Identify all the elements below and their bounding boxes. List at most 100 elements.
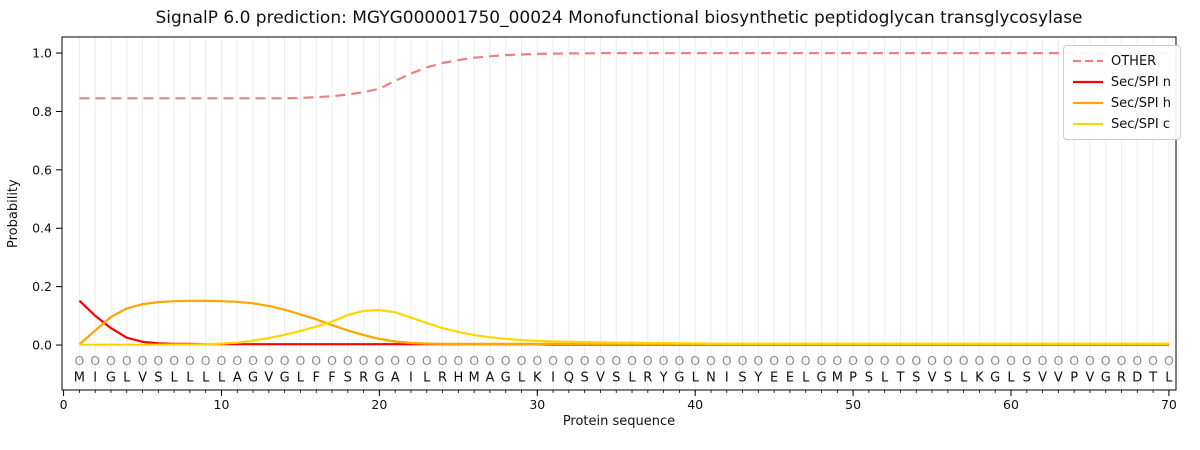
sequence-letter: K <box>975 371 984 386</box>
sequence-letter: R <box>643 371 652 386</box>
sequence-letter: V <box>1038 371 1047 386</box>
sequence-letter: I <box>551 371 555 386</box>
predicted-label: O <box>1101 353 1111 368</box>
legend-item: Sec/SPI c <box>1073 116 1171 132</box>
sequence-letter: A <box>233 371 242 386</box>
sequence-letter: G <box>106 371 116 386</box>
sequence-letter: L <box>123 371 131 386</box>
predicted-label: O <box>438 353 448 368</box>
predicted-label: O <box>532 353 542 368</box>
predicted-label: O <box>722 353 732 368</box>
legend: OTHER Sec/SPI n Sec/SPI h Sec/SPI c <box>1063 45 1181 140</box>
sequence-letter: G <box>280 371 290 386</box>
legend-line-swatch <box>1073 101 1103 105</box>
predicted-label: O <box>185 353 195 368</box>
sequence-letter: V <box>138 371 147 386</box>
predicted-label: O <box>501 353 511 368</box>
y-tick-label: 0.4 <box>32 221 52 236</box>
predicted-label: O <box>974 353 984 368</box>
sequence-letter: G <box>1101 371 1111 386</box>
sequence-letter: Y <box>659 371 668 386</box>
sequence-letter: V <box>1085 371 1094 386</box>
legend-item: OTHER <box>1073 53 1171 69</box>
y-tick-label: 0.0 <box>32 338 52 353</box>
predicted-label: O <box>517 353 527 368</box>
predicted-label: O <box>106 353 116 368</box>
sequence-letter: I <box>93 371 97 386</box>
predicted-label: O <box>927 353 937 368</box>
sequence-letter: S <box>581 371 589 386</box>
sequence-letter: G <box>501 371 511 386</box>
predicted-label: O <box>674 353 684 368</box>
sequence-letter: M <box>832 371 843 386</box>
predicted-label: O <box>880 353 890 368</box>
predicted-label: O <box>627 353 637 368</box>
sequence-letter: S <box>154 371 162 386</box>
predicted-label: O <box>548 353 558 368</box>
predicted-label: O <box>753 353 763 368</box>
predicted-label: O <box>1148 353 1158 368</box>
predicted-label: O <box>390 353 400 368</box>
predicted-label: O <box>374 353 384 368</box>
predicted-label: O <box>138 353 148 368</box>
sequence-letter: N <box>706 371 716 386</box>
legend-line-swatch <box>1073 122 1103 126</box>
sequence-letter: G <box>674 371 684 386</box>
sequence-letter: F <box>328 371 335 386</box>
x-tick-label: 20 <box>371 397 387 412</box>
sequence-letter: L <box>960 371 968 386</box>
series-line-sec-spi-h <box>78 299 1169 346</box>
sequence-letter: S <box>865 371 873 386</box>
sequence-letter: L <box>1007 371 1015 386</box>
predicted-label: O <box>817 353 827 368</box>
predicted-label: O <box>217 353 227 368</box>
predicted-label: O <box>122 353 132 368</box>
y-tick-label: 0.8 <box>32 104 52 119</box>
predicted-label: O <box>943 353 953 368</box>
predicted-label: O <box>1053 353 1063 368</box>
sequence-letter: F <box>312 371 319 386</box>
sequence-letter: V <box>596 371 605 386</box>
predicted-label: O <box>311 353 321 368</box>
legend-label: Sec/SPI h <box>1110 95 1171 111</box>
sequence-letter: R <box>438 371 447 386</box>
predicted-label: O <box>422 353 432 368</box>
sequence-letter: T <box>1148 371 1157 386</box>
sequence-letter: L <box>186 371 194 386</box>
sequence-letter: S <box>1023 371 1031 386</box>
sequence-letter: V <box>264 371 273 386</box>
x-tick-label: 10 <box>214 397 230 412</box>
sequence-letter: S <box>912 371 920 386</box>
y-tick-label: 1.0 <box>32 46 52 61</box>
sequence-letter: L <box>218 371 226 386</box>
predicted-label: O <box>911 353 921 368</box>
legend-label: Sec/SPI c <box>1111 116 1170 132</box>
predicted-label: O <box>1069 353 1079 368</box>
x-tick-label: 70 <box>1161 397 1177 412</box>
sequence-letter: Y <box>753 371 762 386</box>
sequence-letter: D <box>1132 371 1142 386</box>
predicted-label: O <box>264 353 274 368</box>
predicted-label: O <box>659 353 669 368</box>
sequence-letter: G <box>374 371 384 386</box>
plot-border <box>61 36 1177 391</box>
sequence-letter: L <box>881 371 889 386</box>
sequence-letter: A <box>485 371 494 386</box>
sequence-letter: G <box>816 371 826 386</box>
legend-item: Sec/SPI h <box>1073 95 1171 111</box>
predicted-label: O <box>643 353 653 368</box>
sequence-letter: E <box>786 371 794 386</box>
predicted-label: O <box>485 353 495 368</box>
sequence-letter: S <box>344 371 352 386</box>
predicted-label: O <box>453 353 463 368</box>
predicted-label: O <box>232 353 242 368</box>
predicted-label: O <box>280 353 290 368</box>
series-line-other <box>79 51 1169 100</box>
sequence-letter: E <box>770 371 778 386</box>
sequence-letter: R <box>1117 371 1126 386</box>
sequence-letter: P <box>849 371 857 386</box>
predicted-label: O <box>1164 353 1174 368</box>
predicted-label: O <box>1022 353 1032 368</box>
predicted-label: O <box>359 353 369 368</box>
